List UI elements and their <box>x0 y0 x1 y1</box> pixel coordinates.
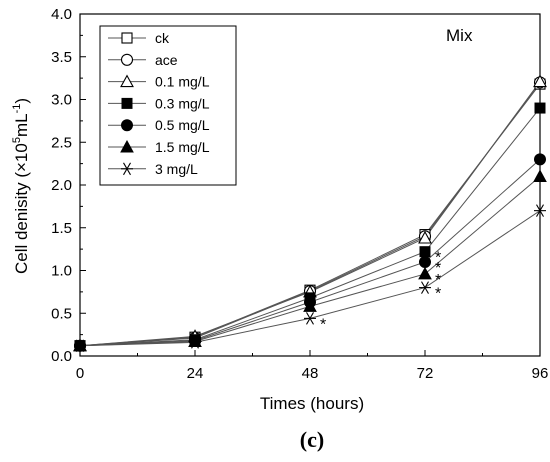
y-axis-title-end: ) <box>12 98 31 104</box>
x-tick-label: 96 <box>532 365 549 382</box>
x-tick-label: 24 <box>187 365 204 382</box>
data-point <box>418 266 432 280</box>
data-point <box>419 255 431 268</box>
data-point <box>533 169 547 182</box>
y-tick-label: 2.0 <box>51 177 72 194</box>
legend: ck ace 0.1 mg/L 0.3 mg/L 0.5 mg/L 1.5 mg/L 3 m… <box>99 25 237 186</box>
data-point <box>419 246 431 258</box>
series-line <box>79 210 541 347</box>
legend-label: ace <box>155 52 178 68</box>
y-tick-label: 0.0 <box>51 348 72 365</box>
legend-marker <box>121 162 133 176</box>
annotation-mix: Mix <box>446 26 473 45</box>
data-point <box>188 334 202 347</box>
x-tick-label: 72 <box>417 365 434 382</box>
legend-label: 0.1 mg/L <box>155 74 210 90</box>
y-axis-title: Cell denisity (×105mL-1) <box>11 98 31 274</box>
x-axis-title: Times (hours) <box>260 394 364 413</box>
y-tick-label: 1.0 <box>51 263 72 280</box>
y-tick-label: 4.0 <box>51 6 72 23</box>
data-point <box>534 102 546 114</box>
panel-label: (c) <box>300 427 324 452</box>
series-line <box>79 176 541 347</box>
y-axis-title-main: Cell denisity (×10 <box>12 143 31 274</box>
data-point <box>418 230 432 244</box>
y-tick-label: 1.5 <box>51 220 72 237</box>
significance-layer: ********* <box>320 250 441 334</box>
data-point <box>534 204 546 217</box>
data-point <box>189 336 201 349</box>
data-point <box>533 74 547 88</box>
legend-marker <box>121 97 133 109</box>
y-tick-label: 3.5 <box>51 49 72 66</box>
data-point <box>74 339 86 353</box>
significance-mark: * <box>320 316 326 333</box>
y-tick-label: 3.0 <box>51 92 72 109</box>
legend-marker <box>121 119 133 132</box>
significance-mark: * <box>435 286 441 303</box>
significance-mark: * <box>435 250 441 267</box>
legend-marker <box>120 139 134 153</box>
y-tick-label: 0.5 <box>51 305 72 322</box>
data-point <box>304 312 316 325</box>
y-axis-title-mid: mL <box>12 113 31 137</box>
data-point <box>419 281 431 294</box>
legend-marker <box>120 53 134 66</box>
data-point <box>303 299 317 312</box>
legend-marker <box>121 32 133 44</box>
y-axis-title-sup2: -1 <box>11 104 23 114</box>
legend-label: 1.5 mg/L <box>155 139 210 155</box>
legend-label: 0.3 mg/L <box>155 95 210 111</box>
x-tick-label: 48 <box>302 365 319 382</box>
legend-label: ck <box>155 30 170 46</box>
data-point <box>534 153 546 166</box>
y-axis-title-sup1: 5 <box>11 137 23 143</box>
legend-marker <box>120 74 134 88</box>
legend-label: 0.5 mg/L <box>155 117 210 133</box>
legend-label: 3 mg/L <box>155 161 198 177</box>
series-layer <box>73 74 547 353</box>
significance-mark: * <box>435 272 441 289</box>
significance-mark: * <box>435 260 441 277</box>
tick-layer: 0 24 48 72 96 0.0 0.5 1.0 1.5 2.0 2.5 3.0 3.5 4.0 <box>51 6 548 382</box>
x-tick-label: 0 <box>76 365 84 382</box>
y-tick-label: 2.5 <box>51 134 72 151</box>
